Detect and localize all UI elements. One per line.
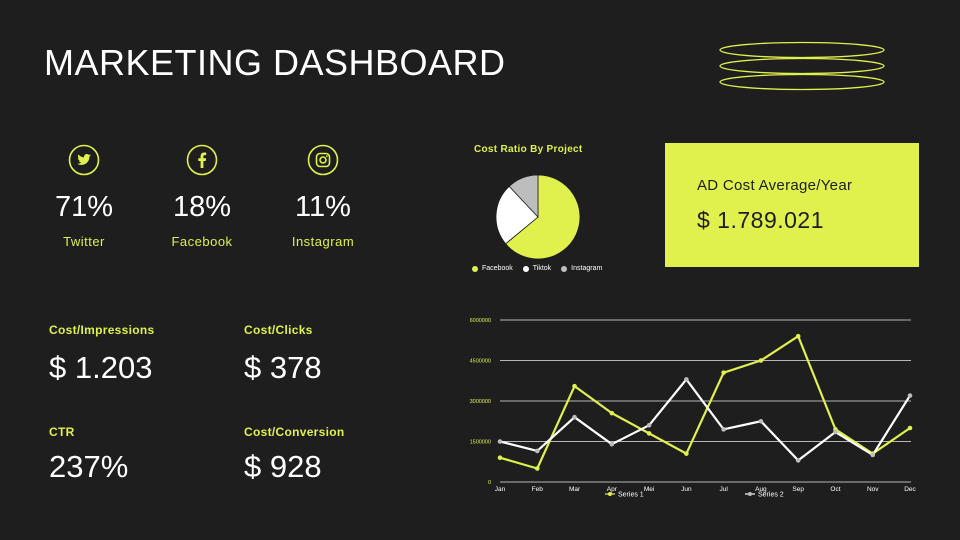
metric-label-cost-clicks: Cost/Clicks [244,323,313,337]
pie-legend-label: Facebook [482,265,513,272]
pie-legend-item-tiktok: Tiktok [522,265,552,272]
instagram-icon [307,144,339,176]
x-tick-label: Dec [904,486,916,493]
series-2-point [795,458,801,463]
series-line-2 [499,378,911,462]
pie-legend-item-facebook: Facebook [472,265,513,272]
pie-chart-title: Cost Ratio By Project [474,144,583,155]
series-line-1 [499,335,911,470]
x-tick-label: Jan [495,486,506,493]
series-2-point [684,377,689,382]
x-tick-label: Feb [532,486,544,493]
x-tick-label: Oct [830,486,840,493]
x-tick-label: Mar [569,486,581,493]
legend-dot-icon [522,265,529,272]
series-2-point [907,393,913,398]
line-chart: 0 1500000 3000000 4500000 6000000 Jan Feb Mar Ap… [470,318,917,499]
series-1-point [684,451,689,456]
instagram-percent: 11% [295,191,351,223]
decorative-rings-icon [719,41,885,91]
series-1-point [497,455,503,460]
metric-label-cost-impressions: Cost/Impressions [49,323,155,337]
pie-legend-item-instagram: Instagram [561,265,602,272]
series-1-point [572,383,577,389]
twitter-percent: 71% [54,191,114,223]
line-legend-label: Series 1 [618,492,644,499]
pie-legend: Facebook Tiktok Instagram [472,265,602,272]
y-tick-label: 0 [488,480,491,486]
series-2-point [833,429,838,435]
metric-value-cost-clicks: $ 378 [244,350,322,385]
x-tick-label: Jul [719,486,728,493]
twitter-icon [68,144,100,176]
metric-value-cost-impressions: $ 1.203 [49,350,153,385]
legend-dot-icon [561,265,568,272]
metric-value-cost-conversion: $ 928 [244,449,322,484]
series-1-point [907,425,913,431]
pie-slice-facebook [505,174,581,260]
y-tick-label: 1500000 [470,440,491,446]
ad-cost-label: AD Cost Average/Year [697,177,853,194]
x-tick-label: Sep [792,486,804,493]
series-2-point [609,441,615,447]
facebook-icon [186,144,218,176]
series-2-point [497,439,503,444]
x-tick-label: Aug [755,486,767,493]
pie-slice-instagram [508,174,539,219]
series-1-point [609,410,615,416]
legend-marker-icon [748,492,752,496]
social-stat-instagram: 11% Instagram [268,144,378,249]
pie-chart [495,174,581,260]
instagram-label: Instagram [291,234,355,249]
x-tick-label: Nov [867,486,879,493]
series-1-point [646,431,652,436]
y-tick-label: 6000000 [470,318,491,324]
series-2-point [758,418,764,424]
pie-slice-tiktok [495,185,539,245]
y-tick-label: 4500000 [470,359,491,365]
pie-legend-label: Instagram [571,265,603,272]
series-1-point [721,370,726,375]
x-tick-label: Mei [644,486,654,493]
twitter-label: Twitter [63,234,105,249]
metric-value-ctr: 237% [49,449,129,484]
facebook-label: Facebook [171,234,233,249]
x-tick-label: Jun [681,486,692,493]
page-title: MARKETING DASHBOARD [44,42,506,83]
series-2-point [870,452,876,458]
metric-label-ctr: CTR [49,425,75,439]
ad-cost-value: $ 1.789.021 [697,207,825,233]
line-legend-label: Series 2 [758,492,784,499]
pie-legend-label: Tiktok [532,265,552,272]
y-tick-label: 3000000 [470,399,491,405]
social-stat-twitter: 71% Twitter [29,144,139,249]
series-2-point [646,423,652,428]
legend-dot-icon [472,265,478,272]
series-2-point [572,414,577,420]
social-stat-facebook: 18% Facebook [147,144,257,249]
legend-marker-icon [608,492,612,496]
series-1-point [795,333,801,339]
facebook-percent: 18% [172,191,232,223]
metric-label-cost-conversion: Cost/Conversion [244,425,345,439]
series-2-point [534,448,540,454]
series-1-point [758,358,764,363]
ad-cost-card: AD Cost Average/Year $ 1.789.021 [665,143,919,267]
x-tick-label: Apr [607,486,618,493]
series-1-point [534,466,540,471]
series-2-point [721,427,726,432]
